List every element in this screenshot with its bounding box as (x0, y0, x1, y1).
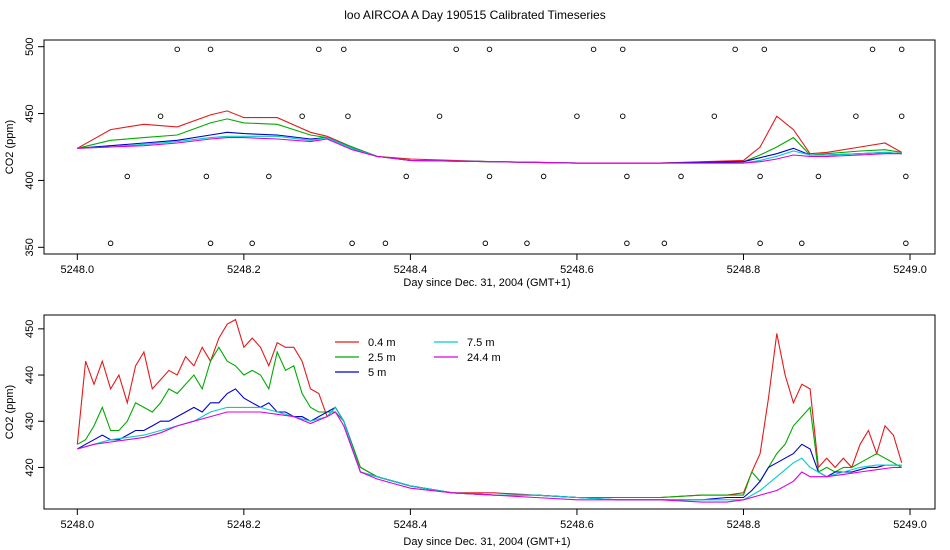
scatter-point (898, 113, 905, 119)
page-title: loo AIRCOA A Day 190515 Calibrated Times… (344, 8, 605, 22)
x-tick-label: 5248.0 (60, 264, 94, 276)
y-tick-label: 440 (24, 366, 36, 384)
legend: 0.4 m 2.5 m 5 m 7.5 m 24.4 m (335, 337, 501, 379)
scatter-point (661, 240, 668, 247)
legend-label: 24.4 m (467, 352, 501, 364)
x-tick-label: 5248.2 (227, 519, 261, 531)
series-line-5 (77, 411, 902, 503)
y-tick-label: 420 (24, 458, 36, 476)
scatter-point (799, 240, 805, 247)
scatter-point (590, 46, 597, 53)
x-tick-label: 5248.2 (227, 264, 261, 276)
x-axis-label: Day since Dec. 31, 2004 (GMT+1) (403, 277, 570, 289)
x-tick-label: 5248.6 (560, 264, 594, 276)
y-axis-label: CO2 (ppm) (4, 385, 16, 439)
y-axis-label: CO2 (ppm) (4, 120, 16, 174)
scatter-point (107, 240, 114, 247)
scatter-point (453, 46, 459, 53)
scatter-point (903, 240, 909, 247)
scatter-point (249, 240, 255, 247)
x-tick-label: 5249.0 (893, 264, 927, 276)
scatter-point (157, 113, 164, 119)
scatter-point (853, 113, 859, 119)
scatter-point (524, 240, 530, 247)
scatter-point (403, 173, 409, 180)
x-tick-label: 5248.8 (727, 264, 761, 276)
legend-label: 0.4 m (368, 337, 396, 349)
series-line-3 (77, 388, 902, 501)
chart-panel-2: 5248.0 5248.2 5248.4 5248.6 5248.8 5249.0 420 4… (4, 314, 936, 548)
legend-label: 7.5 m (467, 337, 495, 349)
scatter-point (299, 113, 305, 119)
scatter-point (345, 113, 351, 119)
scatter-point (341, 46, 347, 53)
scatter-point (761, 46, 768, 53)
x-axis-label: Day since Dec. 31, 2004 (GMT+1) (403, 536, 570, 548)
y-tick-label: 400 (24, 171, 36, 189)
scatter-point (624, 240, 630, 247)
scatter-point (266, 173, 272, 180)
scatter-point (349, 240, 355, 247)
x-tick-label: 5248.0 (60, 519, 94, 531)
y-tick-label: 450 (24, 320, 36, 338)
y-tick-label: 350 (24, 238, 36, 256)
scatter-point (678, 173, 684, 180)
x-tick-label: 5248.4 (394, 519, 428, 531)
x-tick-label: 5248.4 (394, 264, 428, 276)
legend-label: 5 m (368, 367, 386, 379)
scatter-point (124, 173, 131, 180)
series-line-5 (77, 137, 902, 164)
scatter-point (486, 173, 493, 180)
legend-label: 2.5 m (368, 352, 396, 364)
plot-frame (43, 314, 936, 510)
scatter-point (207, 46, 214, 53)
scatter-point (203, 173, 210, 180)
scatter-point (207, 240, 214, 247)
scatter-point (757, 173, 763, 180)
scatter-point (903, 173, 909, 180)
scatter-point (382, 240, 389, 247)
series-line-4 (77, 406, 902, 501)
scatter-point (486, 46, 493, 53)
scatter-point (436, 113, 443, 119)
scatter-point (540, 173, 547, 180)
y-tick-label: 430 (24, 412, 36, 430)
scatter-point (869, 46, 876, 53)
scatter-point (624, 173, 630, 180)
x-tick-label: 5248.8 (727, 519, 761, 531)
scatter-point (574, 113, 580, 119)
scatter-point (711, 113, 718, 119)
scatter-point (619, 113, 626, 119)
scatter-point (757, 240, 763, 247)
scatter-point (619, 46, 626, 53)
x-tick-label: 5249.0 (893, 519, 927, 531)
series-line-1 (77, 110, 902, 164)
scatter-point (316, 46, 322, 53)
y-tick-label: 450 (24, 104, 36, 122)
scatter-point (898, 46, 905, 53)
scatter-point (732, 46, 738, 53)
y-tick-label: 500 (24, 38, 36, 56)
plot-frame (43, 39, 936, 255)
scatter-point (815, 173, 822, 180)
chart-panel-1: 5248.0 5248.2 5248.4 5248.6 5248.8 5249.0 350 4… (4, 38, 936, 289)
scatter-point (174, 46, 180, 53)
scatter-point (482, 240, 489, 247)
x-tick-label: 5248.6 (560, 519, 594, 531)
